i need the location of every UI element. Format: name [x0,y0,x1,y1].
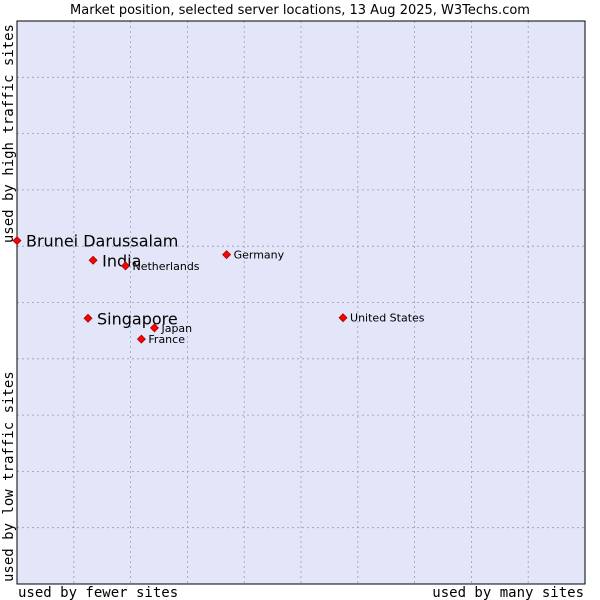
chart-title: Market position, selected server locatio… [70,3,530,18]
point-label-united-states: United States [350,312,425,325]
point-label-india: India [102,251,141,270]
point-marker-india [88,255,98,265]
point-marker-brunei-darussalam [12,236,22,246]
point-marker-germany [222,250,232,260]
plot-border [16,20,586,585]
y-axis-label-bottom: used by low traffic sites [1,371,17,582]
point-marker-france [136,334,146,344]
point-marker-united-states [338,313,348,323]
point-label-france: France [148,333,185,346]
point-marker-singapore [83,313,93,323]
point-label-germany: Germany [234,249,285,262]
point-label-singapore: Singapore [97,309,178,328]
grid-lines [17,21,585,584]
x-axis-label-left: used by fewer sites [18,585,178,600]
point-label-brunei-darussalam: Brunei Darussalam [26,232,178,251]
y-axis-label-top: used by high traffic sites [1,24,17,243]
point-label-netherlands: Netherlands [132,260,199,273]
x-axis-label-right: used by many sites [432,585,584,600]
point-marker-netherlands [120,261,130,271]
point-marker-japan [149,323,159,333]
point-label-japan: Japan [160,322,192,335]
